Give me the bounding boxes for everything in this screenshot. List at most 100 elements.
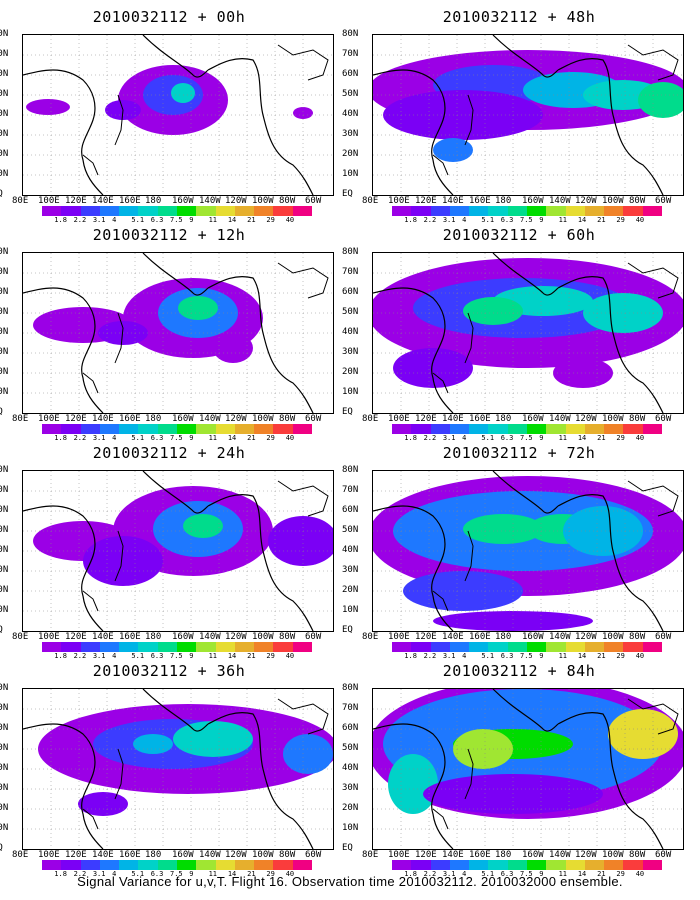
panel-title: 2010032112 + 60h bbox=[442, 226, 596, 244]
variance-map bbox=[372, 34, 684, 196]
colorbar-label: 11 bbox=[208, 216, 217, 224]
longitude-label: 180 bbox=[495, 196, 512, 206]
longitude-label: 180 bbox=[145, 850, 162, 860]
colorbar-swatch bbox=[584, 860, 605, 870]
latitude-label: EQ bbox=[342, 843, 353, 853]
colorbar-label: 5.1 bbox=[131, 434, 145, 442]
colorbar-swatch bbox=[157, 860, 177, 870]
latitude-label: 50N bbox=[342, 89, 359, 99]
longitude-label: 100E bbox=[388, 632, 410, 642]
longitude-label: 100W bbox=[602, 196, 624, 206]
colorbar-label: 14 bbox=[227, 652, 237, 660]
colorbar-label: 11 bbox=[558, 216, 567, 224]
colorbar-label: 2.2 bbox=[73, 434, 87, 442]
colorbar bbox=[392, 424, 662, 434]
longitude-label: 160E bbox=[469, 632, 491, 642]
latitude-label: 40N bbox=[0, 545, 9, 555]
latitude-label: 10N bbox=[342, 169, 359, 179]
longitude-label: 120E bbox=[65, 632, 87, 642]
longitude-label: 80W bbox=[629, 632, 646, 642]
colorbar-label: 9 bbox=[189, 434, 194, 442]
colorbar-swatch bbox=[157, 206, 177, 216]
colorbar-swatch bbox=[138, 860, 158, 870]
longitude-label: 60W bbox=[655, 196, 672, 206]
colorbar-swatch bbox=[292, 860, 312, 870]
longitude-label: 120E bbox=[415, 632, 437, 642]
colorbar-swatch bbox=[507, 206, 527, 216]
colorbar-label: 3.1 bbox=[442, 434, 456, 442]
colorbar-label: 4 bbox=[112, 652, 117, 660]
colorbar-label: 40 bbox=[285, 870, 295, 878]
colorbar bbox=[42, 860, 312, 870]
latitude-label: 40N bbox=[0, 109, 9, 119]
colorbar-swatch bbox=[565, 860, 585, 870]
longitude-label: 120W bbox=[575, 632, 597, 642]
colorbar-labels: 1.8 2.2 3.1 4 5.1 6.3 7.5 9 11 14 21 29 40 bbox=[392, 216, 662, 226]
longitude-label: 100W bbox=[602, 632, 624, 642]
longitude-label: 140E bbox=[442, 196, 464, 206]
colorbar-label: 6.3 bbox=[150, 870, 164, 878]
longitude-axis: 80E 100E 120E 140E 160E 180 160W 140W 120W 100W 80… bbox=[354, 850, 684, 862]
colorbar-swatch bbox=[449, 424, 470, 434]
colorbar-label: 4 bbox=[462, 870, 467, 878]
colorbar-label: 29 bbox=[616, 870, 625, 878]
colorbar bbox=[42, 642, 312, 652]
latitude-label: 70N bbox=[342, 703, 359, 713]
latitude-label: 60N bbox=[0, 723, 9, 733]
latitude-label: 10N bbox=[0, 605, 9, 615]
colorbar-label: 1.8 bbox=[404, 434, 417, 442]
colorbar-swatch bbox=[565, 642, 585, 652]
colorbar-swatch bbox=[119, 860, 139, 870]
colorbar-swatch bbox=[565, 206, 585, 216]
colorbar-label: 2.2 bbox=[73, 652, 87, 660]
colorbar-swatch bbox=[392, 206, 412, 216]
colorbar-swatch bbox=[546, 860, 566, 870]
colorbar-swatch bbox=[42, 642, 62, 652]
colorbar-label: 40 bbox=[635, 434, 645, 442]
longitude-label: 80E bbox=[362, 196, 379, 206]
longitude-label: 160E bbox=[119, 196, 141, 206]
latitude-label: EQ bbox=[0, 407, 3, 417]
colorbar-label: 7.5 bbox=[520, 434, 533, 442]
latitude-label: 30N bbox=[342, 129, 359, 139]
longitude-label: 80W bbox=[629, 850, 646, 860]
longitude-label: 60W bbox=[305, 850, 322, 860]
longitude-label: 80W bbox=[629, 414, 646, 424]
longitude-label: 100E bbox=[388, 850, 410, 860]
colorbar-label: 21 bbox=[597, 870, 606, 878]
forecast-panel: 2010032112 + 48h 80N 70N 60N 50N 40N 30N 20N 10N… bbox=[342, 8, 684, 224]
forecast-panel: 2010032112 + 00h 80N 70N 60N 50N 40N 30N 20N 10N… bbox=[0, 8, 334, 224]
panel-title: 2010032112 + 24h bbox=[92, 444, 246, 462]
colorbar-label: 6.3 bbox=[500, 434, 514, 442]
colorbar-swatch bbox=[196, 642, 216, 652]
variance-map bbox=[22, 688, 334, 850]
variance-map bbox=[372, 688, 684, 850]
latitude-label: 70N bbox=[0, 267, 9, 277]
colorbar-swatch bbox=[411, 206, 431, 216]
variance-map bbox=[372, 470, 684, 632]
colorbar-label: 9 bbox=[539, 434, 544, 442]
colorbar-label: 29 bbox=[616, 652, 625, 660]
colorbar-swatch bbox=[507, 424, 527, 434]
colorbar-swatch bbox=[157, 642, 177, 652]
colorbar-swatch bbox=[469, 642, 489, 652]
longitude-label: 80W bbox=[279, 850, 296, 860]
longitude-label: 160W bbox=[172, 850, 194, 860]
colorbar-swatch bbox=[449, 860, 470, 870]
longitude-label: 160W bbox=[172, 414, 194, 424]
colorbar-swatch bbox=[623, 424, 643, 434]
colorbar-label: 5.1 bbox=[481, 652, 495, 660]
colorbar-label: 29 bbox=[616, 434, 625, 442]
colorbar-label: 5.1 bbox=[481, 434, 495, 442]
panel-title: 2010032112 + 00h bbox=[92, 8, 246, 26]
latitude-label: 20N bbox=[0, 367, 9, 377]
latitude-label: 80N bbox=[0, 247, 9, 257]
colorbar-labels: 1.8 2.2 3.1 4 5.1 6.3 7.5 9 11 14 21 29 40 bbox=[392, 870, 662, 880]
colorbar-swatch bbox=[176, 424, 197, 434]
longitude-label: 100E bbox=[38, 196, 60, 206]
longitude-label: 180 bbox=[495, 414, 512, 424]
colorbar-swatch bbox=[119, 206, 139, 216]
longitude-label: 100E bbox=[38, 850, 60, 860]
latitude-label: 80N bbox=[342, 247, 359, 257]
colorbar-swatch bbox=[254, 860, 274, 870]
